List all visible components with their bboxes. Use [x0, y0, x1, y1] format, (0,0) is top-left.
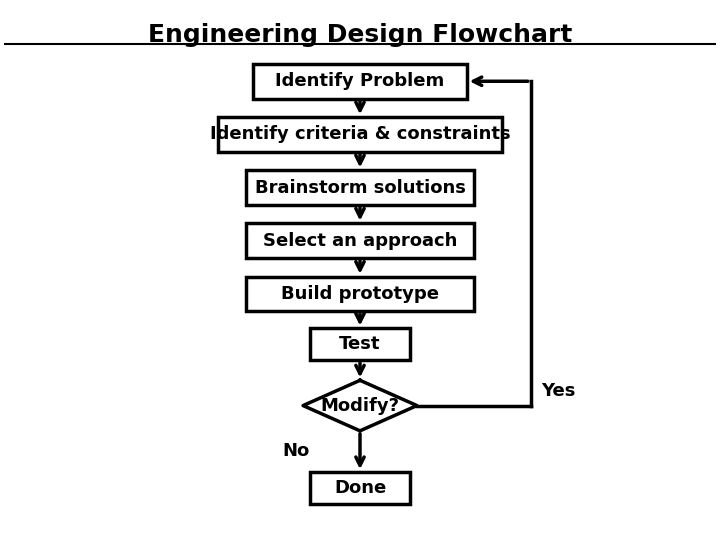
FancyBboxPatch shape	[246, 224, 474, 258]
FancyBboxPatch shape	[246, 276, 474, 311]
Text: Identify criteria & constraints: Identify criteria & constraints	[210, 125, 510, 144]
Text: No: No	[282, 442, 310, 461]
Text: Modify?: Modify?	[320, 396, 400, 415]
Text: Build prototype: Build prototype	[281, 285, 439, 303]
FancyBboxPatch shape	[310, 328, 410, 360]
Polygon shape	[303, 380, 417, 431]
Text: Brainstorm solutions: Brainstorm solutions	[255, 179, 465, 197]
Text: Done: Done	[334, 479, 386, 497]
FancyBboxPatch shape	[310, 472, 410, 504]
Text: Yes: Yes	[541, 382, 576, 400]
Text: Test: Test	[339, 335, 381, 354]
FancyBboxPatch shape	[246, 170, 474, 205]
Text: Select an approach: Select an approach	[263, 232, 457, 250]
FancyBboxPatch shape	[253, 64, 467, 98]
Text: Identify Problem: Identify Problem	[275, 72, 445, 90]
FancyBboxPatch shape	[217, 117, 503, 152]
Text: Engineering Design Flowchart: Engineering Design Flowchart	[148, 23, 572, 47]
